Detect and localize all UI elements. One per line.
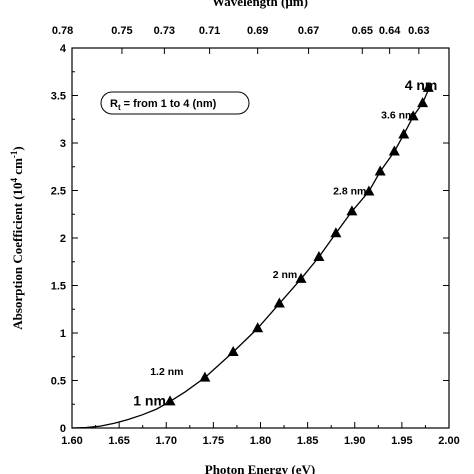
x-tick-label: 1.75 xyxy=(203,435,224,447)
data-point xyxy=(295,272,307,283)
y-tick-label: 0 xyxy=(60,423,66,435)
point-annotation: 2.8 nm xyxy=(333,186,366,198)
top-tick-label: 0.69 xyxy=(247,25,268,37)
data-point xyxy=(417,97,429,108)
point-annotation: 1.2 nm xyxy=(150,366,183,378)
data-point xyxy=(199,371,211,382)
y-axis-title: Absorption Coefficient (104 cm-1) xyxy=(9,146,25,330)
top-tick-label: 0.75 xyxy=(111,25,132,37)
data-point xyxy=(374,165,386,176)
y-tick-label: 0.5 xyxy=(51,376,66,388)
marker-layer xyxy=(164,81,434,406)
top-tick-label: 0.78 xyxy=(52,25,73,37)
x-tick-label: 1.90 xyxy=(344,435,365,447)
data-point xyxy=(227,346,239,356)
data-point xyxy=(346,205,358,216)
y-tick-label: 1.5 xyxy=(51,281,66,293)
data-point xyxy=(330,227,342,238)
x-tick-label: 1.70 xyxy=(156,435,177,447)
x-tick-label: 2.00 xyxy=(438,435,459,447)
y-tick-label: 2 xyxy=(60,233,66,245)
x-axis-title: Photon Energy (eV) xyxy=(205,462,316,474)
y-tick-label: 1 xyxy=(60,328,66,340)
legend-box-frame xyxy=(100,91,250,115)
x-tick-label: 1.60 xyxy=(61,435,82,447)
fit-curve xyxy=(71,85,431,429)
ticks-layer: 1.60 1.65 1.70 1.75 1.80 1.85 1.90 1.95 2.00 0 0.5… xyxy=(51,25,460,447)
top-tick-label: 0.73 xyxy=(154,25,175,37)
annotation-layer: 1 nm 1.2 nm 2 nm 2.8 nm 3.6 nm 4 nm xyxy=(133,77,437,408)
curve-layer xyxy=(71,85,431,429)
x-tick-label: 1.95 xyxy=(391,435,412,447)
data-point xyxy=(273,297,285,308)
y-tick-label: 4 xyxy=(60,43,67,55)
data-point xyxy=(398,128,410,139)
top-tick-label: 0.71 xyxy=(199,25,220,37)
y-tick-label: 3.5 xyxy=(51,91,66,103)
top-axis-title: Wavelength (µm) xyxy=(212,0,308,9)
x-tick-label: 1.65 xyxy=(108,435,129,447)
data-point xyxy=(407,110,419,121)
data-point xyxy=(388,145,400,156)
legend-box: Rt = from 1 to 4 (nm) xyxy=(100,91,250,115)
y-tick-label: 3 xyxy=(60,138,66,150)
data-point xyxy=(252,322,264,333)
data-point xyxy=(422,81,434,92)
top-tick-label: 0.67 xyxy=(298,25,319,37)
data-point xyxy=(363,185,375,196)
top-tick-label: 0.63 xyxy=(408,25,429,37)
point-annotation: 4 nm xyxy=(405,77,438,93)
x-tick-label: 1.85 xyxy=(297,435,318,447)
y-tick-label: 2.5 xyxy=(51,186,66,198)
legend-box-label: Rt = from 1 to 4 (nm) xyxy=(110,98,217,112)
point-annotation: 3.6 nm xyxy=(381,110,414,122)
point-annotation: 2 nm xyxy=(273,269,298,281)
data-point xyxy=(164,395,176,406)
x-tick-label: 1.80 xyxy=(250,435,271,447)
point-annotation: 1 nm xyxy=(133,392,166,408)
top-tick-label: 0.64 xyxy=(379,25,401,37)
top-tick-label: 0.65 xyxy=(352,25,373,37)
data-point xyxy=(313,251,325,261)
